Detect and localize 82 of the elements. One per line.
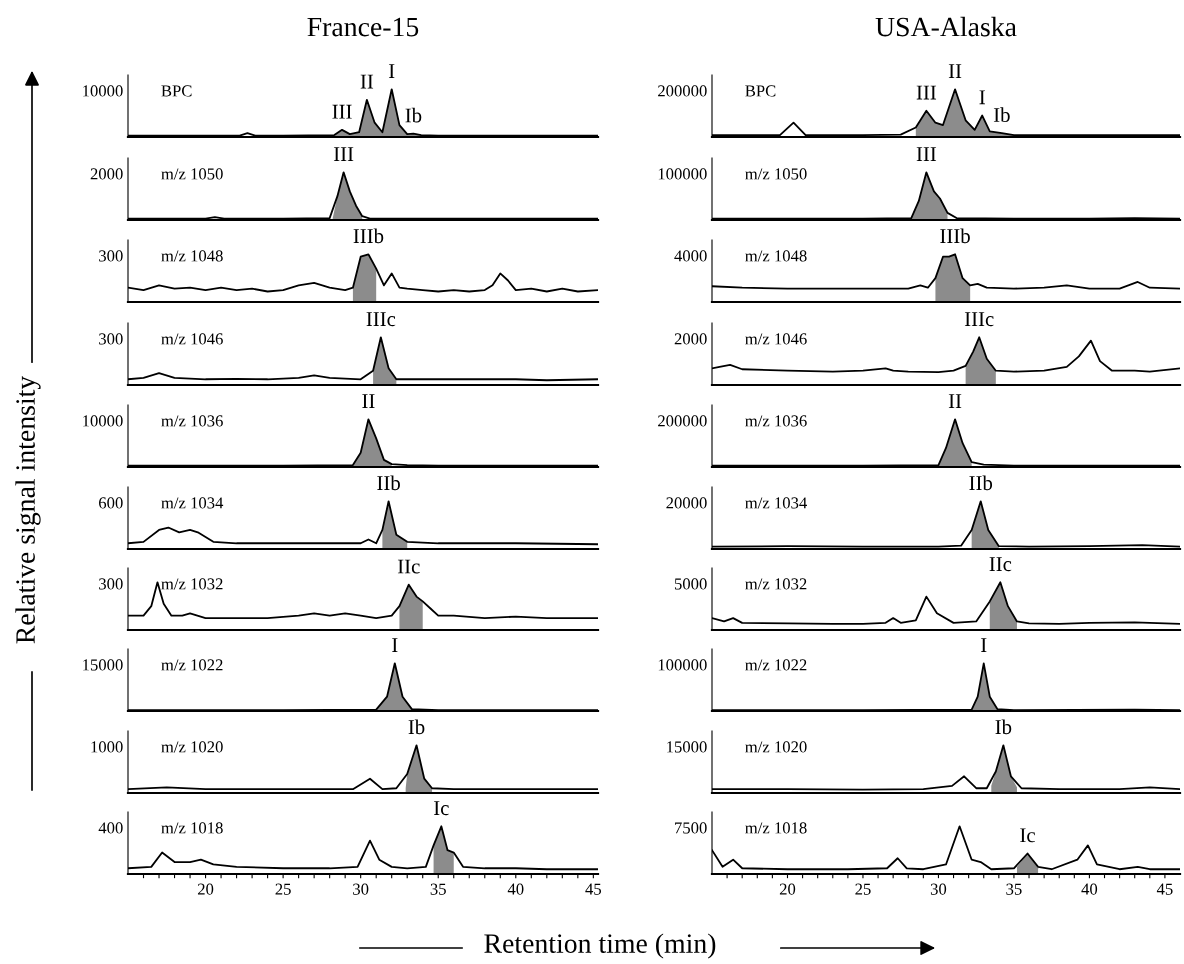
- annotation: I: [981, 638, 987, 652]
- x-tick-label: 45: [585, 883, 602, 895]
- x-tick-label: 25: [275, 883, 291, 895]
- annotation: m/z 1032: [161, 578, 223, 590]
- annotation: m/z 1050: [161, 168, 223, 180]
- annotation: m/z 1032: [745, 578, 807, 590]
- annotation: III: [916, 85, 937, 100]
- annotation: Ib: [995, 719, 1012, 735]
- annotation: IIIc: [366, 312, 396, 327]
- annotation: I: [979, 90, 985, 105]
- annotation: III: [333, 147, 354, 161]
- annotation: IIIb: [940, 228, 970, 244]
- annotation: III: [916, 147, 937, 161]
- text: 15000: [667, 741, 707, 753]
- x-tick-label: 35: [1006, 883, 1022, 895]
- annotation: BPC: [745, 85, 776, 97]
- x-tick-label: 20: [197, 883, 214, 895]
- y-axis-title: Relative signal intensity: [15, 375, 41, 644]
- annotation: I: [392, 638, 398, 652]
- annotation: m/z 1046: [161, 333, 223, 345]
- annotation: BPC: [161, 85, 192, 97]
- annotation: I: [388, 64, 395, 78]
- annotation: III: [332, 104, 352, 119]
- x-tick-label: 45: [1156, 883, 1173, 895]
- x-tick-label: 25: [855, 883, 871, 895]
- annotation: m/z 1020: [745, 741, 807, 753]
- annotation: II: [948, 394, 962, 408]
- annotation: m/z 1036: [745, 415, 807, 427]
- text: 300: [99, 333, 123, 345]
- annotation: m/z 1034: [161, 497, 224, 509]
- annotation: m/z 1036: [161, 415, 223, 427]
- text: 10000: [83, 85, 123, 97]
- x-axis-title: Retention time (min): [484, 933, 716, 959]
- annotation: m/z 1018: [745, 822, 807, 834]
- annotation: II: [360, 74, 374, 89]
- text: 7500: [675, 822, 707, 834]
- annotation: m/z 1018: [161, 822, 223, 834]
- annotation: m/z 1050: [745, 168, 807, 180]
- annotation: Ic: [433, 801, 449, 816]
- annotation: m/z 1022: [161, 659, 223, 671]
- annotation: m/z 1034: [745, 497, 807, 509]
- annotation: m/z 1020: [161, 741, 223, 753]
- annotation: Ic: [1020, 828, 1035, 843]
- text: 1000: [91, 741, 123, 753]
- text: 300: [99, 578, 123, 590]
- text: 15000: [83, 659, 123, 671]
- x-tick-label: 40: [507, 883, 524, 895]
- text: 300: [99, 250, 123, 262]
- text: 200000: [658, 415, 707, 427]
- x-tick-label: 20: [779, 883, 796, 895]
- x-tick-label: 35: [430, 883, 446, 895]
- text: 400: [98, 822, 123, 834]
- annotation: m/z 1048: [161, 250, 223, 262]
- chart-title: USA-Alaska: [875, 16, 1017, 37]
- annotation: II: [362, 394, 375, 408]
- annotation: IIIc: [964, 312, 994, 327]
- annotation: Ib: [405, 107, 422, 123]
- text: 20000: [666, 497, 707, 509]
- text: 100000: [658, 659, 707, 671]
- x-tick-label: 30: [930, 883, 947, 895]
- chart-title: France-15: [307, 17, 419, 37]
- text: 10000: [83, 415, 123, 427]
- annotation: IIc: [397, 559, 420, 574]
- text: 2000: [674, 333, 707, 345]
- x-tick-label: 30: [353, 883, 369, 895]
- annotation: IIb: [969, 475, 993, 491]
- annotation: IIb: [377, 475, 400, 491]
- annotation: Ib: [408, 719, 425, 735]
- annotation: m/z 1048: [745, 250, 807, 262]
- annotation: Ib: [993, 107, 1010, 123]
- text: 4000: [674, 250, 707, 262]
- text: 200000: [658, 85, 707, 97]
- text: 600: [99, 497, 123, 509]
- text: 100000: [658, 168, 707, 180]
- annotation: m/z 1022: [745, 659, 807, 671]
- text: 2000: [90, 168, 123, 180]
- annotation: IIc: [989, 557, 1012, 572]
- x-tick-label: 40: [1081, 883, 1098, 895]
- annotation: IIIb: [353, 228, 384, 244]
- annotation: II: [948, 64, 962, 78]
- text: 5000: [674, 578, 707, 590]
- annotation: m/z 1046: [745, 333, 807, 345]
